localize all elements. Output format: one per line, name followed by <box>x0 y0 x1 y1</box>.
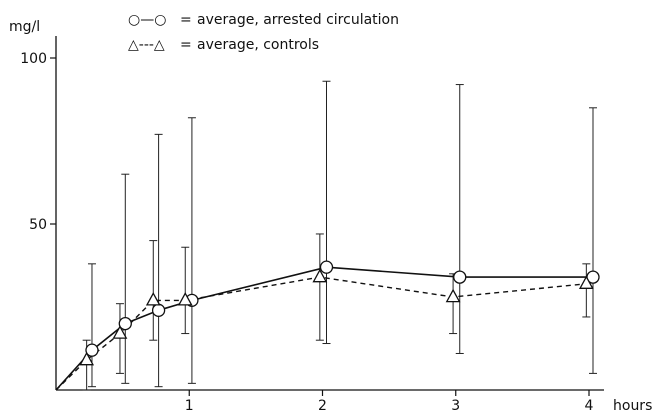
legend-equals-controls: = <box>180 37 192 53</box>
point-controls-5 <box>312 268 328 283</box>
legend: ○—○ = average, arrested circulation △---… <box>128 12 399 53</box>
y-tick-label-100: 100 <box>20 51 47 67</box>
legend-label-arrested: average, arrested circulation <box>197 12 399 28</box>
y-axis-unit-label: mg/l <box>9 19 40 35</box>
legend-symbol-arrested: ○—○ <box>128 12 166 28</box>
point-arrested-1 <box>85 343 99 357</box>
point-controls-4 <box>177 292 193 306</box>
legend-symbol-controls: △---△ <box>128 37 165 53</box>
series-lines <box>55 266 593 391</box>
point-arrested-3 <box>151 303 166 317</box>
point-controls-6 <box>445 288 461 303</box>
data-markers <box>79 260 600 366</box>
x-tick-label-3: 3 <box>451 398 460 412</box>
point-controls-7 <box>578 275 594 289</box>
series-line-arrested <box>55 266 593 391</box>
y-tick-label-50: 50 <box>29 217 47 233</box>
point-controls-3 <box>145 292 161 306</box>
x-tick-label-4: 4 <box>585 398 594 412</box>
x-tick-label-1: 1 <box>185 398 194 412</box>
point-arrested-6 <box>453 270 467 284</box>
x-axis-unit-label: hours <box>613 398 652 412</box>
error-bars <box>82 80 597 391</box>
x-tick-label-2: 2 <box>318 398 327 412</box>
legend-label-controls: average, controls <box>197 37 319 53</box>
point-arrested-5 <box>319 260 334 274</box>
point-controls-2 <box>112 325 128 339</box>
axes: 1 2 3 4 50 100 <box>20 36 604 412</box>
point-arrested-2 <box>118 316 132 331</box>
series-line-controls <box>55 276 587 391</box>
legend-equals-arrested: = <box>180 12 192 28</box>
point-controls-1 <box>79 351 95 366</box>
